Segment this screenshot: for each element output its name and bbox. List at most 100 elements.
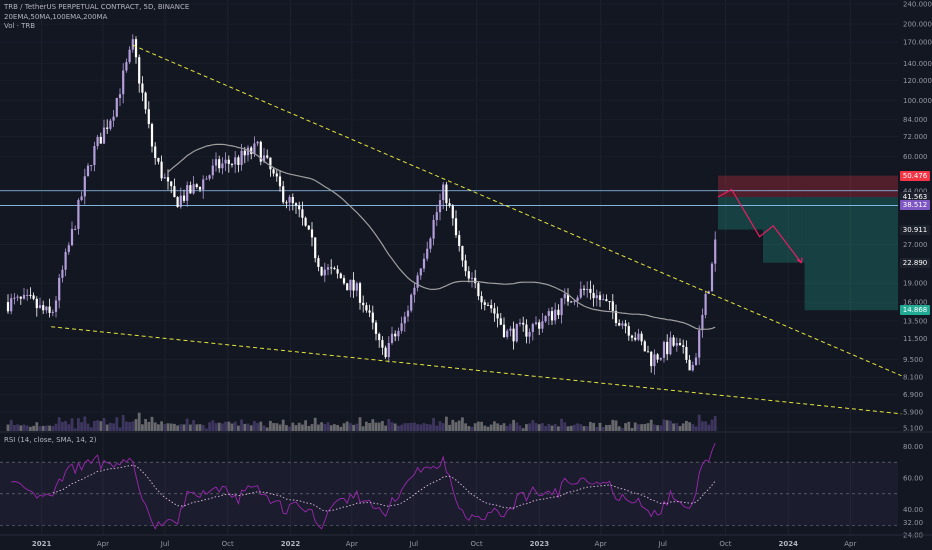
volume-bar — [329, 425, 333, 431]
candle-body — [560, 298, 563, 316]
price-axis[interactable]: 240.000 200.000 170.000 140.000 120.000 100.0… — [903, 1, 932, 540]
volume-bar — [608, 424, 611, 431]
volume-bar — [598, 422, 602, 431]
candle-body — [240, 150, 243, 165]
candle-body — [211, 165, 214, 176]
time-tick-label: Jul — [409, 540, 419, 548]
candle-body — [422, 258, 426, 269]
candle-body — [592, 292, 595, 299]
candle-body — [378, 333, 381, 341]
volume-bar — [582, 426, 586, 431]
candle-body — [115, 98, 118, 117]
candle-body — [458, 235, 461, 247]
volume-bar — [160, 421, 163, 431]
rsi-tick-label: 32.00 — [903, 519, 923, 527]
volume-bar — [147, 421, 151, 431]
volume-bar — [173, 423, 176, 431]
volume-bar — [16, 424, 19, 431]
candle-body — [355, 283, 358, 291]
indicator-legend[interactable]: 20EMA,50MA,100EMA,200MA — [4, 13, 108, 21]
candle-body — [326, 267, 330, 270]
candle-body — [150, 124, 154, 147]
candle-body — [362, 302, 365, 306]
candle-body — [403, 316, 406, 324]
volume-bar — [496, 423, 499, 431]
volume-bar — [640, 424, 643, 431]
volume-bar — [214, 423, 218, 431]
volume-bar — [493, 421, 496, 431]
volume-bar — [454, 422, 458, 431]
volume-bar — [406, 423, 410, 431]
volume-bar — [323, 423, 327, 431]
price-tick-label: 60.000 — [903, 153, 928, 161]
volume-bar — [579, 424, 583, 431]
volume-bar — [217, 422, 221, 431]
time-tick-label: 2023 — [530, 540, 550, 548]
volume-bar — [64, 421, 67, 431]
candle-body — [90, 165, 93, 167]
volume-bar — [77, 418, 80, 431]
candle-body — [16, 296, 19, 298]
volume-bar — [243, 423, 247, 431]
candle-body — [218, 159, 221, 169]
volume-bar — [531, 420, 535, 431]
candle-body — [304, 217, 307, 226]
candle-body — [528, 332, 531, 337]
candle-body — [112, 116, 115, 121]
candle-body — [442, 184, 445, 201]
candle-body — [154, 146, 157, 158]
volume-bar — [576, 423, 579, 431]
candle-body — [186, 185, 189, 201]
candle-body — [576, 297, 579, 301]
candle-body — [525, 324, 528, 337]
volume-bar — [342, 423, 346, 431]
rsi-legend[interactable]: RSI (14, close, SMA, 14, 2) — [4, 436, 97, 444]
candle-body — [173, 186, 176, 198]
price-tick-label: 170.000 — [903, 38, 932, 46]
volume-bar — [38, 426, 42, 431]
volume-bar — [624, 423, 627, 431]
volume-bar — [224, 421, 227, 431]
candle-body — [608, 301, 611, 303]
candle-body — [438, 200, 442, 213]
volume-bar — [534, 423, 538, 431]
symbol-legend[interactable]: TRB / TetherUS PERPETUAL CONTRACT, 5D, B… — [4, 3, 190, 11]
candle-body — [48, 306, 51, 313]
volume-bar — [569, 425, 573, 431]
candle-body — [54, 300, 58, 312]
volume-bar — [509, 423, 512, 431]
candle-body — [314, 237, 317, 259]
volume-bar — [185, 418, 189, 431]
rsi-tick-label: 40.00 — [903, 506, 923, 514]
candle-body — [669, 337, 672, 355]
candle-body — [381, 340, 384, 348]
volume-bar — [35, 422, 39, 431]
candle-body — [480, 296, 483, 303]
price-tick-label: 6.900 — [903, 391, 923, 399]
candle-body — [26, 294, 29, 296]
candle-body — [390, 333, 394, 344]
time-tick-label: Jul — [160, 540, 170, 548]
volume-bars — [6, 412, 717, 431]
volume-bar — [637, 424, 640, 431]
candle-body — [637, 333, 640, 340]
candle-body — [83, 176, 86, 197]
volume-legend[interactable]: Vol · TRB — [4, 22, 36, 30]
volume-bar — [326, 422, 330, 431]
time-axis[interactable]: 2021 Apr Jul Oct 2022 Apr Jul Oct 2023 Apr Jul Oct 2… — [0, 534, 932, 548]
candle-body — [86, 165, 90, 177]
price-tick-label: 100.000 — [903, 97, 932, 105]
rsi-tick-label: 60.00 — [903, 475, 923, 483]
candles — [6, 34, 717, 375]
candle-body — [285, 202, 288, 204]
volume-bar — [262, 425, 266, 431]
volume-bar — [614, 420, 618, 431]
volume-bar — [45, 425, 48, 431]
volume-bar — [390, 422, 394, 431]
volume-bar — [137, 412, 141, 431]
trendline — [51, 326, 902, 415]
candle-body — [179, 195, 182, 208]
candle-body — [429, 238, 432, 249]
candle-body — [208, 175, 211, 179]
